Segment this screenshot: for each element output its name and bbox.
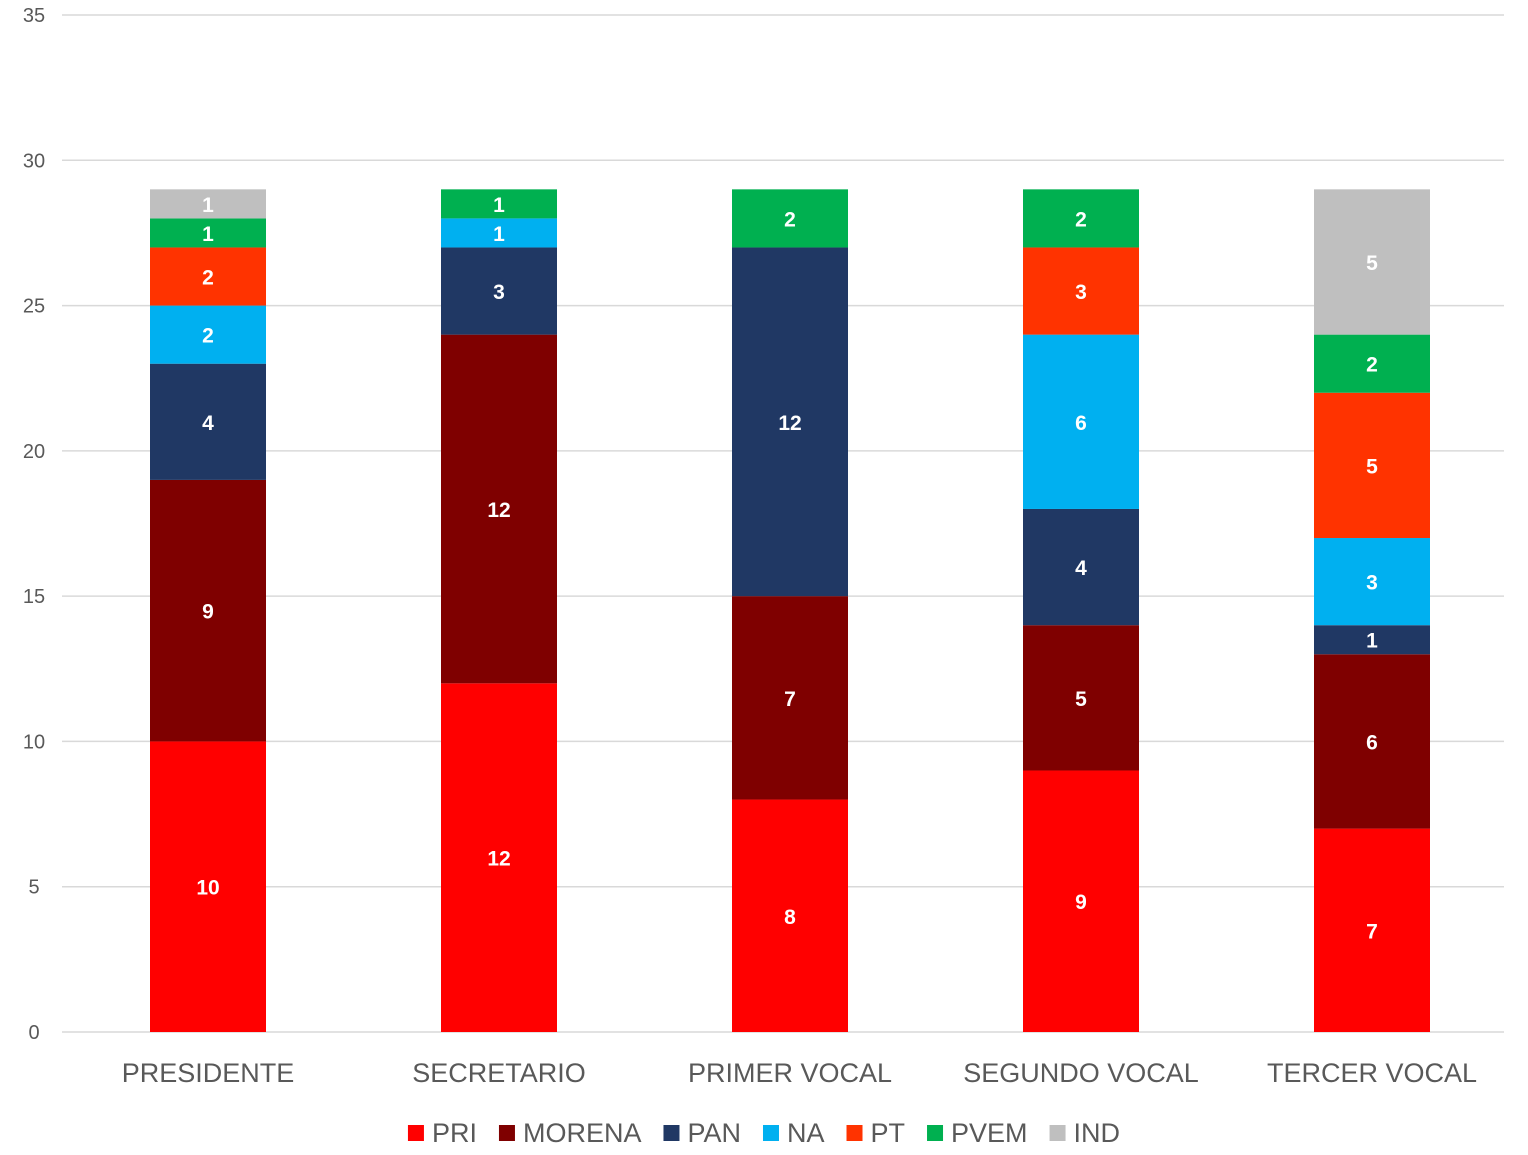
data-label: 10 (196, 877, 219, 900)
y-tick-label: 0 (28, 1022, 39, 1044)
legend-swatch-pvem (927, 1125, 944, 1141)
bars (150, 189, 1430, 1032)
y-tick-label: 30 (23, 150, 45, 172)
bar-segment-pan (150, 363, 266, 480)
legend-label-morena: MORENA (523, 1118, 642, 1148)
legend-label-pri: PRI (432, 1118, 477, 1148)
bar-segment-pvem (732, 189, 848, 248)
data-label: 6 (1366, 731, 1378, 754)
data-label: 5 (1075, 688, 1087, 711)
bar-segment-pan (732, 247, 848, 597)
data-label: 5 (1366, 455, 1378, 478)
bar-segment-na (1314, 538, 1430, 626)
bar-segment-na (441, 218, 557, 248)
bar-segment-morena (1314, 654, 1430, 829)
legend-label-ind: IND (1074, 1118, 1121, 1148)
bar-segment-na (150, 305, 266, 364)
data-label: 12 (778, 412, 801, 435)
bar-segment-morena (441, 334, 557, 684)
y-tick-label: 35 (23, 5, 45, 27)
data-label: 1 (202, 194, 214, 217)
data-label: 2 (1366, 354, 1378, 377)
data-label: 12 (487, 848, 510, 871)
x-axis: PRESIDENTE SECRETARIO PRIMER VOCAL SEGUNDO … (122, 1058, 1477, 1088)
data-label: 3 (1366, 572, 1378, 595)
bar-segment-pan (1023, 508, 1139, 626)
data-labels: 10 9 4 2 2 1 1 12 12 3 1 1 8 7 12 2 9 5 4 6 3 2 7 6 1 3 5 2 5 (196, 194, 1378, 943)
data-label: 2 (1075, 208, 1087, 231)
y-axis: 0 5 10 15 20 25 30 35 (23, 5, 45, 1044)
bar-segment-na (1023, 334, 1139, 509)
bar-segment-morena (150, 479, 266, 742)
y-tick-label: 25 (23, 296, 45, 318)
legend-swatch-ind (1049, 1125, 1066, 1141)
x-tick-label: TERCER VOCAL (1267, 1058, 1477, 1088)
data-label: 1 (493, 223, 505, 246)
bar-segment-pri (441, 683, 557, 1032)
bar-segment-pvem (1023, 189, 1139, 248)
legend-label-na: NA (787, 1118, 825, 1148)
bar-segment-pan (441, 247, 557, 335)
data-label: 4 (202, 412, 214, 435)
data-label: 2 (202, 267, 214, 290)
bar-segment-pvem (441, 189, 557, 219)
bar-segment-pri (732, 799, 848, 1032)
bar-segment-pvem (1314, 334, 1430, 393)
bar-segment-pt (1023, 247, 1139, 335)
legend-label-pan: PAN (687, 1118, 741, 1148)
legend-label-pt: PT (871, 1118, 906, 1148)
bar-segment-pri (1314, 828, 1430, 1032)
legend-swatch-pri (407, 1125, 424, 1141)
x-tick-label: PRESIDENTE (122, 1058, 295, 1088)
bar-segment-morena (1023, 625, 1139, 771)
data-label: 7 (1366, 920, 1378, 943)
legend-label-pvem: PVEM (951, 1118, 1028, 1148)
legend: PRI MORENA PAN NA PT PVEM IND (407, 1118, 1121, 1148)
data-label: 1 (493, 194, 505, 217)
x-tick-label: PRIMER VOCAL (688, 1058, 892, 1088)
data-label: 1 (202, 223, 214, 246)
data-label: 8 (784, 906, 796, 929)
bar-segment-pri (150, 741, 266, 1032)
bar-segment-pt (1314, 392, 1430, 539)
y-tick-label: 5 (28, 877, 39, 899)
legend-swatch-pt (846, 1125, 863, 1141)
data-label: 1 (1366, 630, 1378, 653)
x-tick-label: SEGUNDO VOCAL (963, 1058, 1199, 1088)
bar-segment-pri (1023, 770, 1139, 1032)
bar-segment-pvem (150, 218, 266, 248)
y-tick-label: 10 (23, 731, 45, 753)
data-label: 12 (487, 499, 510, 522)
bar-segment-ind (150, 189, 266, 219)
data-label: 2 (202, 325, 214, 348)
data-label: 3 (1075, 281, 1087, 304)
data-label: 5 (1366, 252, 1378, 275)
legend-swatch-pan (663, 1125, 680, 1141)
legend-swatch-na (762, 1125, 779, 1141)
y-tick-label: 20 (23, 441, 45, 463)
data-label: 9 (202, 601, 214, 624)
data-label: 3 (493, 281, 505, 304)
legend-swatch-morena (498, 1125, 515, 1141)
data-label: 7 (784, 688, 796, 711)
bar-segment-pan (1314, 625, 1430, 655)
data-label: 2 (784, 208, 796, 231)
bar-segment-morena (732, 596, 848, 800)
y-tick-label: 15 (23, 586, 45, 608)
bar-segment-ind (1314, 189, 1430, 335)
data-label: 9 (1075, 891, 1087, 914)
data-label: 6 (1075, 412, 1087, 435)
bar-segment-pt (150, 247, 266, 306)
x-tick-label: SECRETARIO (412, 1058, 586, 1088)
data-label: 4 (1075, 557, 1087, 580)
